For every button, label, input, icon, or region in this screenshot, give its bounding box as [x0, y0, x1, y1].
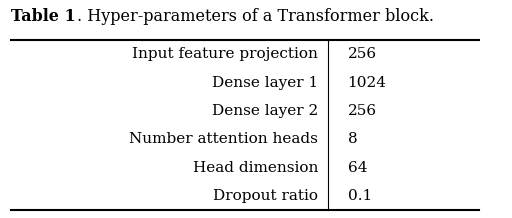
Text: Dense layer 2: Dense layer 2 [212, 104, 318, 118]
Text: Input feature projection: Input feature projection [133, 47, 318, 61]
Text: 0.1: 0.1 [348, 189, 372, 203]
Text: 8: 8 [348, 132, 357, 146]
Text: 64: 64 [348, 161, 367, 175]
Text: Number attention heads: Number attention heads [130, 132, 318, 146]
Text: 1024: 1024 [348, 76, 387, 90]
Text: 256: 256 [348, 47, 377, 61]
Text: Table 1: Table 1 [11, 8, 76, 25]
Text: . Hyper-parameters of a Transformer block.: . Hyper-parameters of a Transformer bloc… [77, 8, 434, 25]
Text: Dropout ratio: Dropout ratio [214, 189, 318, 203]
Text: 256: 256 [348, 104, 377, 118]
Text: Head dimension: Head dimension [193, 161, 318, 175]
Text: Dense layer 1: Dense layer 1 [212, 76, 318, 90]
